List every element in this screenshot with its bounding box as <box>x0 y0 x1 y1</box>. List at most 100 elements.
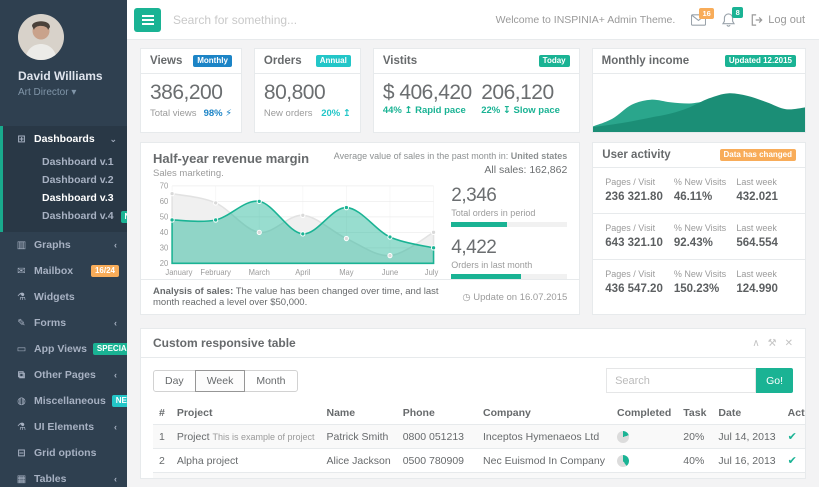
activity-metric-value: 432.021 <box>736 191 793 203</box>
app-window: David Williams Art Director ▾ ⊞Dashboard… <box>0 0 819 487</box>
column-header-[interactable]: # <box>153 402 171 425</box>
responsive-table-panel: Custom responsive table ∧ ⚒ ✕ DayWeekMon… <box>140 328 806 479</box>
cell-num: 1 <box>153 425 171 449</box>
range-button-month[interactable]: Month <box>244 370 297 392</box>
cell-phone: 0800 1111 <box>397 473 477 479</box>
activity-row: Pages / Visit436 547.20% New Visits150.2… <box>593 260 805 305</box>
visits-period-badge[interactable]: Today <box>539 55 570 67</box>
svg-text:January: January <box>165 268 192 277</box>
content-area: Views Monthly 386,200 Total views 98% ⚡ <box>127 40 819 487</box>
alerts-count-badge: 8 <box>732 7 743 19</box>
sidebar-item-ui-elements[interactable]: ⚗UI Elements‹ <box>0 414 127 440</box>
cell-completed <box>611 425 677 449</box>
cell-completed <box>611 473 677 479</box>
sidebar-section-dashboards: ⊞Dashboards⌄Dashboard v.1Dashboard v.2Da… <box>0 126 127 232</box>
column-header-project[interactable]: Project <box>171 402 321 425</box>
activity-metric-label: % New Visits <box>674 177 737 187</box>
column-header-name[interactable]: Name <box>321 402 397 425</box>
svg-text:July: July <box>425 268 439 277</box>
level-up-icon: ↥ <box>343 108 351 119</box>
messages-button[interactable]: 16 <box>691 14 706 26</box>
sidebar-item-dashboards[interactable]: ⊞Dashboards⌄ <box>3 126 127 152</box>
column-header-company[interactable]: Company <box>477 402 611 425</box>
main-area: Welcome to INSPINIA+ Admin Theme. 16 8 <box>127 0 819 487</box>
revenue-panel: Half-year revenue margin Sales marketing… <box>140 142 580 315</box>
table-search-input[interactable] <box>606 368 756 393</box>
sidebar-item-dashboard-v-1[interactable]: Dashboard v.1 <box>3 153 127 171</box>
menu-badge: NEW <box>112 395 127 407</box>
monthly-income-card: Monthly income Updated 12.2015 <box>592 48 806 133</box>
range-button-week[interactable]: Week <box>195 370 246 392</box>
revenue-title: Half-year revenue margin <box>153 151 309 166</box>
activity-metric-value: 46.11% <box>674 191 737 203</box>
range-button-day[interactable]: Day <box>153 370 196 392</box>
caret-down-icon: ▾ <box>71 87 76 98</box>
svg-text:40: 40 <box>160 228 168 237</box>
orders-period-badge[interactable]: Annual <box>316 55 351 67</box>
column-header-phone[interactable]: Phone <box>397 402 477 425</box>
analysis-text: Analysis of sales: The value has been ch… <box>153 286 452 308</box>
column-header-action[interactable]: Action <box>782 402 805 425</box>
table-body: 1Project This is example of projectPatri… <box>153 425 805 479</box>
level-down-icon: ↧ <box>503 105 511 116</box>
cell-project: Project This is example of project <box>171 425 321 449</box>
cell-date: Jul 16, 2013 <box>712 449 781 473</box>
activity-metric-label: Pages / Visit <box>605 269 674 279</box>
bolt-icon: ⚡ <box>225 108 232 119</box>
alerts-button[interactable]: 8 <box>722 13 735 27</box>
sidebar-item-dashboard-v-2[interactable]: Dashboard v.2 <box>3 171 127 189</box>
sidebar-item-widgets[interactable]: ⚗Widgets <box>0 284 127 310</box>
column-header-date[interactable]: Date <box>712 402 781 425</box>
chevron-left-icon: ‹ <box>114 474 119 484</box>
avatar[interactable] <box>18 14 64 60</box>
search-go-button[interactable]: Go! <box>756 368 793 393</box>
cell-action: ✔ <box>782 473 805 479</box>
approve-check-icon[interactable]: ✔ <box>788 431 797 443</box>
chevron-left-icon: ‹ <box>114 240 119 250</box>
chevron-left-icon: ‹ <box>114 318 119 328</box>
search-input[interactable] <box>173 13 484 27</box>
sidebar-item-dashboard-v-3[interactable]: Dashboard v.3 <box>3 189 127 207</box>
update-date: Update on 16.07.2015 <box>473 292 567 303</box>
activity-row: Pages / Visit643 321.10% New Visits92.43… <box>593 214 805 260</box>
chevron-down-icon: ⌄ <box>109 134 119 145</box>
chevron-left-icon: ‹ <box>114 370 119 380</box>
total-orders-label: Total orders in period <box>451 208 567 218</box>
approve-check-icon[interactable]: ✔ <box>788 455 797 467</box>
activity-metric-label: Pages / Visit <box>605 223 674 233</box>
svg-text:February: February <box>200 268 231 277</box>
activity-metric-label: % New Visits <box>674 223 737 233</box>
cell-task: 20% <box>677 425 712 449</box>
activity-metric-label: Last week <box>736 177 793 187</box>
sidebar-item-forms[interactable]: ✎Forms‹ <box>0 310 127 336</box>
visits-card-title: Vistits <box>383 55 417 67</box>
sidebar-item-dashboard-v-4[interactable]: Dashboard v.4 NEW <box>3 207 127 226</box>
activity-metric-value: 150.23% <box>674 283 737 295</box>
sidebar-item-miscellaneous[interactable]: ◍MiscellaneousNEW <box>0 388 127 414</box>
cell-name: Alice Jackson <box>321 449 397 473</box>
collapse-icon[interactable]: ∧ <box>752 338 759 349</box>
sidebar-item-tables[interactable]: ▦Tables‹ <box>0 466 127 487</box>
views-period-badge[interactable]: Monthly <box>193 55 232 67</box>
column-header-task[interactable]: Task <box>677 402 712 425</box>
sidebar-item-graphs[interactable]: ▥Graphs‹ <box>0 232 127 258</box>
data-changed-badge: Data has changed <box>720 149 796 161</box>
sidebar-item-other-pages[interactable]: ⧉Other Pages‹ <box>0 362 127 388</box>
sidebar-item-app-views[interactable]: ▭App ViewsSPECIAL <box>0 336 127 362</box>
svg-text:March: March <box>249 268 270 277</box>
clock-icon: ◷ <box>462 292 470 303</box>
wrench-icon[interactable]: ⚒ <box>768 338 777 349</box>
user-role-dropdown[interactable]: Art Director ▾ <box>18 87 117 98</box>
messages-count-badge: 16 <box>699 8 714 20</box>
cell-project: Alpha project <box>171 449 321 473</box>
column-header-completed[interactable]: Completed <box>611 402 677 425</box>
revenue-chart: 203040506070JanuaryFebruaryMarchAprilMay… <box>153 181 439 279</box>
sidebar-item-grid-options[interactable]: ⊟Grid options <box>0 440 127 466</box>
sidebar-item-mailbox[interactable]: ✉Mailbox16/24 <box>0 258 127 284</box>
logout-button[interactable]: Log out <box>751 14 805 26</box>
sidebar: David Williams Art Director ▾ ⊞Dashboard… <box>0 0 127 487</box>
menu-toggle-button[interactable] <box>134 8 161 32</box>
close-icon[interactable]: ✕ <box>785 338 793 349</box>
views-card-title: Views <box>150 55 182 67</box>
app-views-icon: ▭ <box>15 344 28 355</box>
